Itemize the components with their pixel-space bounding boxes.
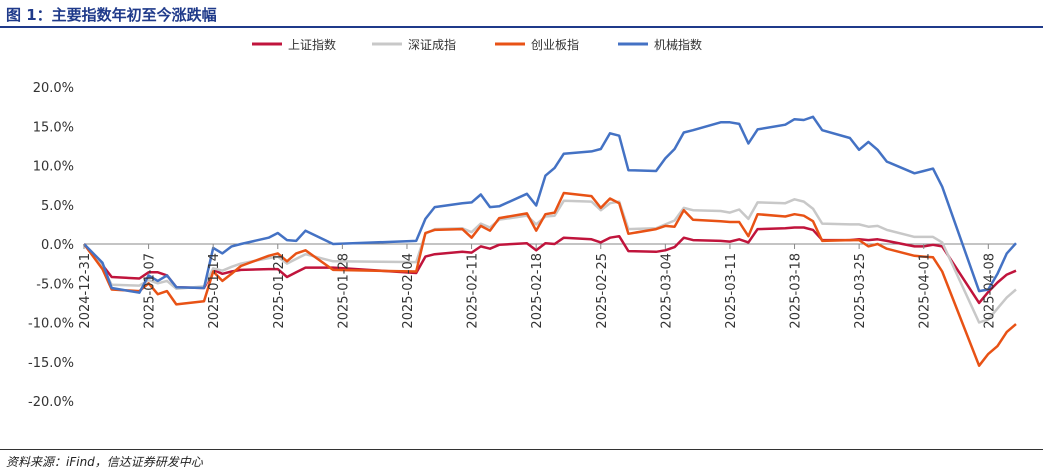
source-note: 资料来源：iFind，信达证券研发中心 — [6, 455, 203, 469]
y-tick-label: 5.0% — [41, 199, 74, 214]
x-tick-label: 2025-02-11 — [466, 253, 481, 329]
series-line — [83, 115, 1017, 294]
y-tick-label: -5.0% — [36, 277, 74, 292]
series-group — [82, 115, 1017, 367]
y-tick-label: 20.0% — [33, 81, 74, 96]
x-tick-label: 2025-02-04 — [401, 253, 416, 329]
legend-label: 深证成指 — [408, 37, 456, 52]
y-tick-label: 10.0% — [33, 160, 74, 175]
series-line — [83, 226, 1017, 305]
x-axis: 2024-12-31 2025-01-07 2025-01-14 2025-01-21… — [78, 244, 997, 329]
x-tick-label: 2025-02-25 — [595, 253, 610, 329]
x-tick-label: 2025-03-18 — [789, 253, 804, 329]
legend-label: 创业板指 — [531, 37, 579, 52]
legend: 上证指数 深证成指 创业板指 机械指数 — [252, 37, 702, 52]
y-tick-label: 0.0% — [41, 238, 74, 253]
y-axis: -20.0% -15.0% -10.0% -5.0% 0.0% 5.0% 10.0% 15.0… — [28, 81, 74, 410]
y-tick-label: -15.0% — [28, 356, 74, 371]
y-tick-label: -10.0% — [28, 317, 74, 332]
x-tick-label: 2025-04-08 — [982, 253, 997, 329]
title-divider — [0, 26, 1043, 28]
x-tick-label: 2025-02-18 — [530, 253, 545, 329]
source-divider — [0, 449, 1043, 450]
series-line — [82, 191, 1017, 367]
chart-title: 图 1：主要指数年初至今涨跌幅 — [6, 6, 217, 24]
x-tick-label: 2025-03-11 — [724, 253, 739, 329]
x-tick-label: 2024-12-31 — [78, 253, 93, 329]
x-tick-label: 2025-04-01 — [918, 253, 933, 329]
y-tick-label: -20.0% — [28, 395, 74, 410]
x-tick-label: 2025-01-28 — [336, 253, 351, 329]
x-tick-label: 2025-03-25 — [853, 253, 868, 329]
x-tick-label: 2025-01-07 — [143, 253, 158, 329]
x-tick-label: 2025-01-21 — [272, 253, 287, 329]
series-line — [83, 198, 1017, 324]
x-tick-label: 2025-03-04 — [659, 253, 674, 329]
x-tick-label: 2025-01-14 — [207, 253, 222, 329]
legend-label: 上证指数 — [288, 37, 336, 52]
legend-label: 机械指数 — [654, 37, 702, 52]
y-tick-label: 15.0% — [33, 120, 74, 135]
